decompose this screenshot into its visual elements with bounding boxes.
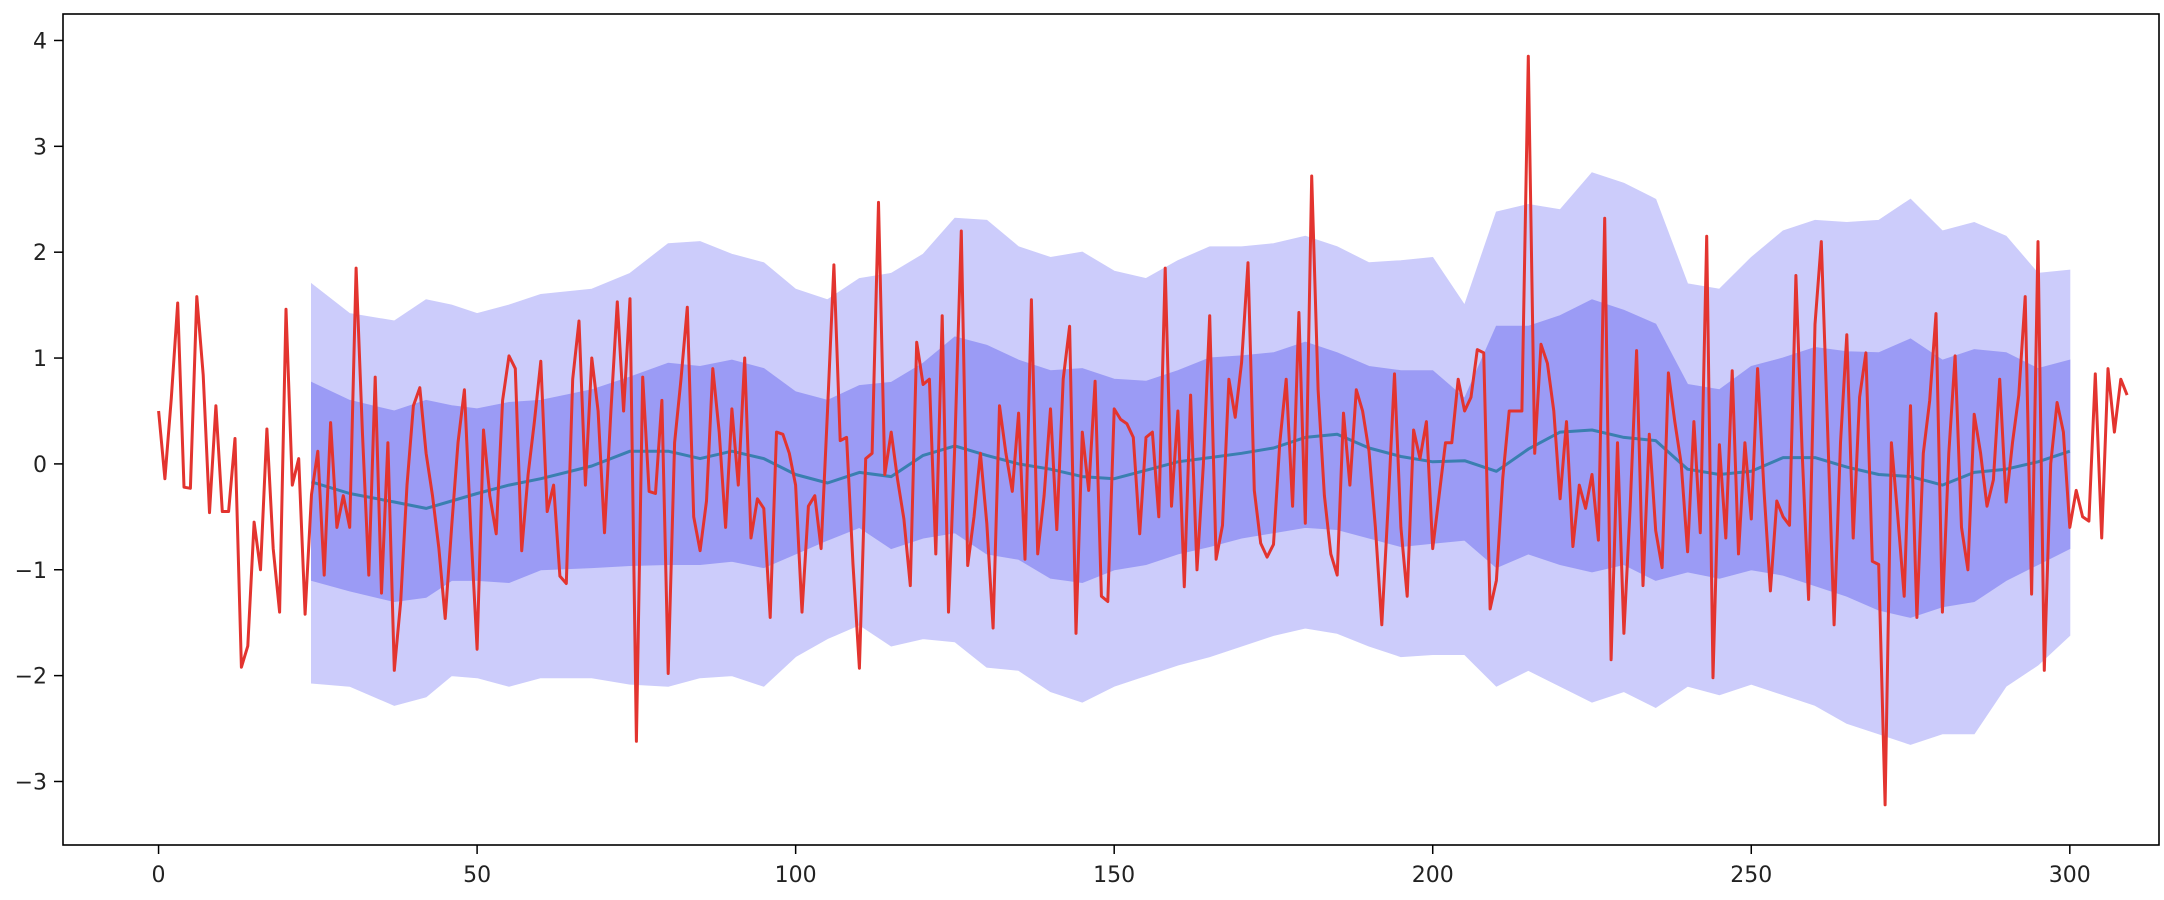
y-tick-label: 2 [33, 241, 47, 266]
y-tick-label: 0 [33, 453, 47, 478]
y-axis: −3 −2 −1 0 1 2 3 4 [15, 29, 63, 795]
plot-frame [62, 13, 2160, 846]
x-tick-label: 250 [1730, 863, 1772, 888]
x-tick-label: 0 [152, 863, 166, 888]
x-tick-label: 150 [1093, 863, 1135, 888]
observed-line [157, 54, 2129, 807]
forecast-mean-line [311, 428, 2071, 510]
y-tick-label: −1 [15, 559, 47, 584]
x-tick-label: 300 [2049, 863, 2091, 888]
x-axis: 0 50 100 150 200 250 300 [152, 845, 2091, 888]
y-tick-label: 3 [33, 135, 47, 160]
y-tick-label: 1 [33, 347, 47, 372]
line-layer [157, 54, 2129, 807]
y-tick-label: −2 [15, 665, 47, 690]
x-tick-label: 50 [463, 863, 491, 888]
y-tick-label: −3 [15, 770, 47, 795]
y-tick-label: 4 [33, 29, 47, 54]
x-tick-label: 100 [775, 863, 817, 888]
x-tick-label: 200 [1412, 863, 1454, 888]
